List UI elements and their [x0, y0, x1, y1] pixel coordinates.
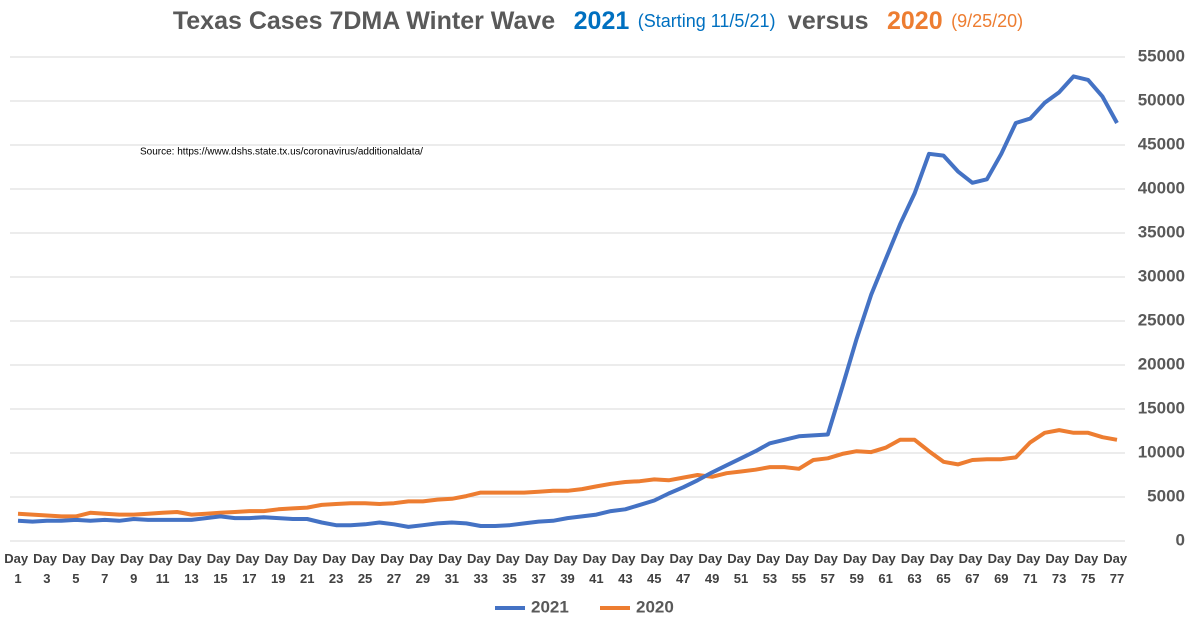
x-tick-label: Day 51	[727, 551, 754, 586]
y-tick-label: 25000	[1138, 310, 1185, 329]
title-versus: versus	[788, 7, 869, 35]
x-tick-label: Day 61	[872, 551, 899, 586]
x-tick-label: Day 9	[120, 551, 147, 586]
title-main: Texas Cases 7DMA Winter Wave	[173, 7, 555, 35]
y-tick-label: 0	[1176, 530, 1185, 549]
y-tick-label: 20000	[1138, 354, 1185, 373]
x-tick-label: Day 73	[1045, 551, 1072, 586]
x-tick-label: Day 17	[236, 551, 263, 586]
chart-title: Texas Cases 7DMA Winter Wave 2021 (Start…	[173, 7, 1023, 35]
y-tick-label: 35000	[1138, 222, 1185, 241]
x-tick-label: Day 33	[467, 551, 494, 586]
y-tick-label: 55000	[1138, 46, 1185, 65]
y-tick-label: 5000	[1147, 486, 1185, 505]
x-tick-label: Day 47	[669, 551, 696, 586]
x-tick-label: Day 23	[322, 551, 349, 586]
title-2021-note: (Starting 11/5/21)	[638, 11, 776, 31]
y-tick-label: 15000	[1138, 398, 1185, 417]
x-tick-label: Day 39	[554, 551, 581, 586]
x-tick-label: Day 37	[525, 551, 552, 586]
x-tick-label: Day 77	[1103, 551, 1130, 586]
series-line	[17, 74, 1119, 529]
x-tick-label: Day 41	[583, 551, 610, 586]
x-tick-label: Day 5	[62, 551, 89, 586]
source-note: Source: https://www.dshs.state.tx.us/cor…	[140, 147, 423, 158]
x-tick-label: Day 3	[33, 551, 60, 586]
y-tick-label: 45000	[1138, 134, 1185, 153]
x-tick-label: Day 21	[293, 551, 320, 586]
y-tick-label: 40000	[1138, 178, 1185, 197]
x-tick-label: Day 43	[612, 551, 639, 586]
x-tick-label: Day 67	[959, 551, 986, 586]
x-tick-label: Day 57	[814, 551, 841, 586]
x-tick-label: Day 45	[641, 551, 668, 586]
x-tick-label: Day 59	[843, 551, 870, 586]
x-tick-label: Day 29	[409, 551, 436, 586]
x-tick-label: Day 35	[496, 551, 523, 586]
x-tick-label: Day 13	[178, 551, 205, 586]
x-tick-label: Day 11	[149, 551, 176, 586]
x-tick-label: Day 31	[438, 551, 465, 586]
x-tick-label: Day 53	[756, 551, 783, 586]
x-tick-label: Day 27	[380, 551, 407, 586]
title-2020: 2020	[887, 7, 943, 35]
y-tick-label: 50000	[1138, 90, 1185, 109]
x-tick-label: Day 75	[1074, 551, 1101, 586]
x-tick-label: Day 49	[698, 551, 725, 586]
x-tick-label: Day 15	[207, 551, 234, 586]
x-tick-label: Day 71	[1017, 551, 1044, 586]
x-tick-label: Day 19	[265, 551, 292, 586]
title-2021: 2021	[574, 7, 630, 35]
y-tick-label: 30000	[1138, 266, 1185, 285]
x-tick-label: Day 7	[91, 551, 118, 586]
x-tick-label: Day 55	[785, 551, 812, 586]
title-2020-note: (9/25/20)	[951, 11, 1023, 31]
x-tick-label: Day 1	[4, 551, 31, 586]
series-line	[17, 428, 1118, 519]
x-tick-label: Day 65	[930, 551, 957, 586]
x-tick-label: Day 25	[351, 551, 378, 586]
y-tick-label: 10000	[1138, 442, 1185, 461]
x-tick-label: Day 63	[901, 551, 928, 586]
legend-label: 2021	[531, 597, 569, 616]
legend-label: 2020	[636, 597, 674, 616]
x-tick-label: Day 69	[988, 551, 1015, 586]
